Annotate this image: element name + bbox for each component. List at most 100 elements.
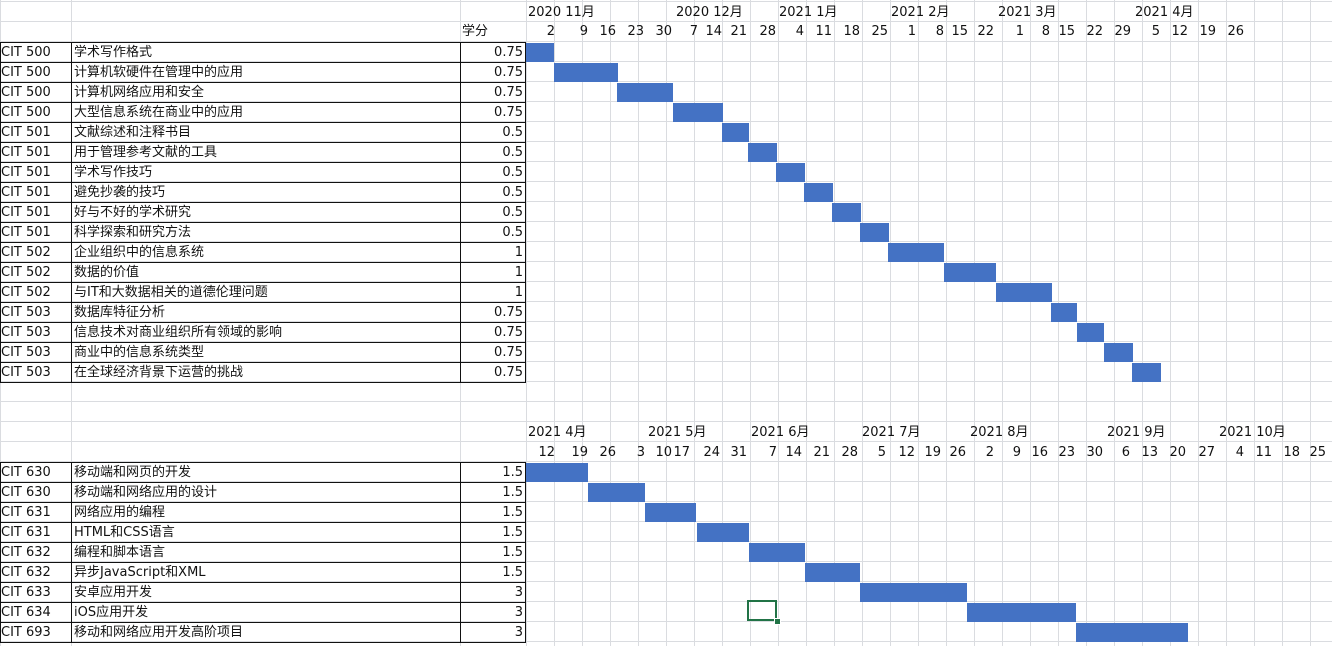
- course-code[interactable]: CIT 501: [1, 125, 51, 140]
- course-credits[interactable]: 1: [514, 285, 523, 300]
- course-credits[interactable]: 1.5: [502, 545, 523, 560]
- course-code[interactable]: CIT 631: [1, 505, 51, 520]
- fill-handle[interactable]: [774, 618, 781, 625]
- gantt-bar[interactable]: [1104, 343, 1133, 362]
- gantt-bar[interactable]: [804, 183, 833, 202]
- course-credits[interactable]: 0.5: [502, 125, 523, 140]
- course-title[interactable]: 计算机软硬件在管理中的应用: [74, 65, 244, 80]
- course-title[interactable]: 学术写作格式: [74, 45, 153, 60]
- course-code[interactable]: CIT 500: [1, 105, 51, 120]
- course-code[interactable]: CIT 502: [1, 245, 51, 260]
- gantt-bar[interactable]: [1076, 623, 1188, 642]
- course-credits[interactable]: 3: [514, 605, 523, 620]
- gantt-bar[interactable]: [588, 483, 645, 502]
- course-title[interactable]: 学术写作技巧: [74, 165, 153, 180]
- course-title[interactable]: 信息技术对商业组织所有领域的影响: [74, 325, 283, 340]
- course-code[interactable]: CIT 501: [1, 205, 51, 220]
- course-code[interactable]: CIT 501: [1, 165, 51, 180]
- gantt-bar[interactable]: [617, 83, 673, 102]
- course-title[interactable]: 与IT和大数据相关的道德伦理问题: [74, 285, 268, 300]
- gantt-bar[interactable]: [673, 103, 723, 122]
- course-credits[interactable]: 0.5: [502, 145, 523, 160]
- gantt-bar[interactable]: [1077, 323, 1104, 342]
- gantt-bar[interactable]: [996, 283, 1052, 302]
- course-title[interactable]: 网络应用的编程: [74, 505, 166, 520]
- course-title[interactable]: 在全球经济背景下运营的挑战: [74, 365, 244, 380]
- course-title[interactable]: HTML和CSS语言: [74, 525, 175, 540]
- course-credits[interactable]: 0.5: [502, 185, 523, 200]
- course-code[interactable]: CIT 632: [1, 545, 51, 560]
- gantt-bar[interactable]: [749, 543, 805, 562]
- course-code[interactable]: CIT 693: [1, 625, 51, 640]
- course-title[interactable]: 数据的价值: [74, 265, 140, 280]
- course-credits[interactable]: 0.75: [494, 345, 523, 360]
- course-credits[interactable]: 0.75: [494, 105, 523, 120]
- course-title[interactable]: 安卓应用开发: [74, 585, 153, 600]
- gantt-bar[interactable]: [554, 63, 618, 82]
- gantt-bar[interactable]: [526, 463, 588, 482]
- course-code[interactable]: CIT 500: [1, 65, 51, 80]
- course-credits[interactable]: 0.75: [494, 325, 523, 340]
- course-credits[interactable]: 0.75: [494, 305, 523, 320]
- course-code[interactable]: CIT 503: [1, 325, 51, 340]
- course-title[interactable]: 企业组织中的信息系统: [74, 245, 205, 260]
- course-code[interactable]: CIT 634: [1, 605, 51, 620]
- course-title[interactable]: 避免抄袭的技巧: [74, 185, 166, 200]
- course-credits[interactable]: 1.5: [502, 565, 523, 580]
- course-code[interactable]: CIT 501: [1, 145, 51, 160]
- course-credits[interactable]: 0.75: [494, 85, 523, 100]
- course-credits[interactable]: 3: [514, 625, 523, 640]
- course-credits[interactable]: 3: [514, 585, 523, 600]
- course-title[interactable]: 商业中的信息系统类型: [74, 345, 205, 360]
- course-code[interactable]: CIT 630: [1, 465, 51, 480]
- course-credits[interactable]: 0.75: [494, 65, 523, 80]
- gantt-bar[interactable]: [967, 603, 1076, 622]
- gantt-bar[interactable]: [888, 243, 944, 262]
- course-code[interactable]: CIT 500: [1, 45, 51, 60]
- gantt-bar[interactable]: [805, 563, 860, 582]
- course-code[interactable]: CIT 501: [1, 185, 51, 200]
- course-code[interactable]: CIT 503: [1, 305, 51, 320]
- course-title[interactable]: 移动和网络应用开发高阶项目: [74, 625, 244, 640]
- gantt-bar[interactable]: [526, 43, 554, 62]
- course-credits[interactable]: 0.75: [494, 365, 523, 380]
- gantt-bar[interactable]: [697, 523, 749, 542]
- course-code[interactable]: CIT 501: [1, 225, 51, 240]
- course-title[interactable]: 移动端和网络应用的设计: [74, 485, 218, 500]
- course-credits[interactable]: 0.5: [502, 205, 523, 220]
- gantt-bar[interactable]: [860, 583, 967, 602]
- course-title[interactable]: 好与不好的学术研究: [74, 205, 192, 220]
- course-title[interactable]: 科学探索和研究方法: [74, 225, 192, 240]
- gantt-bar[interactable]: [944, 263, 996, 282]
- course-code[interactable]: CIT 502: [1, 265, 51, 280]
- course-credits[interactable]: 1.5: [502, 465, 523, 480]
- course-title[interactable]: 移动端和网页的开发: [74, 465, 192, 480]
- course-title[interactable]: 计算机网络应用和安全: [74, 85, 205, 100]
- active-cell-selection[interactable]: [747, 600, 777, 621]
- course-credits[interactable]: 0.5: [502, 225, 523, 240]
- course-code[interactable]: CIT 503: [1, 345, 51, 360]
- course-code[interactable]: CIT 503: [1, 365, 51, 380]
- course-code[interactable]: CIT 631: [1, 525, 51, 540]
- gantt-bar[interactable]: [832, 203, 861, 222]
- course-title[interactable]: 编程和脚本语言: [74, 545, 166, 560]
- course-credits[interactable]: 1: [514, 245, 523, 260]
- course-title[interactable]: 文献综述和注释书目: [74, 125, 192, 140]
- gantt-bar[interactable]: [1132, 363, 1161, 382]
- gantt-bar[interactable]: [645, 503, 696, 522]
- gantt-bar[interactable]: [860, 223, 889, 242]
- course-title[interactable]: 数据库特征分析: [74, 305, 166, 320]
- course-title[interactable]: 异步JavaScript和XML: [74, 565, 206, 580]
- course-code[interactable]: CIT 630: [1, 485, 51, 500]
- course-credits[interactable]: 1.5: [502, 505, 523, 520]
- gantt-bar[interactable]: [1051, 303, 1077, 322]
- gantt-bar[interactable]: [776, 163, 805, 182]
- course-credits[interactable]: 0.75: [494, 45, 523, 60]
- course-code[interactable]: CIT 633: [1, 585, 51, 600]
- course-credits[interactable]: 1: [514, 265, 523, 280]
- course-code[interactable]: CIT 502: [1, 285, 51, 300]
- course-title[interactable]: 大型信息系统在商业中的应用: [74, 105, 244, 120]
- course-credits[interactable]: 1.5: [502, 525, 523, 540]
- course-code[interactable]: CIT 632: [1, 565, 51, 580]
